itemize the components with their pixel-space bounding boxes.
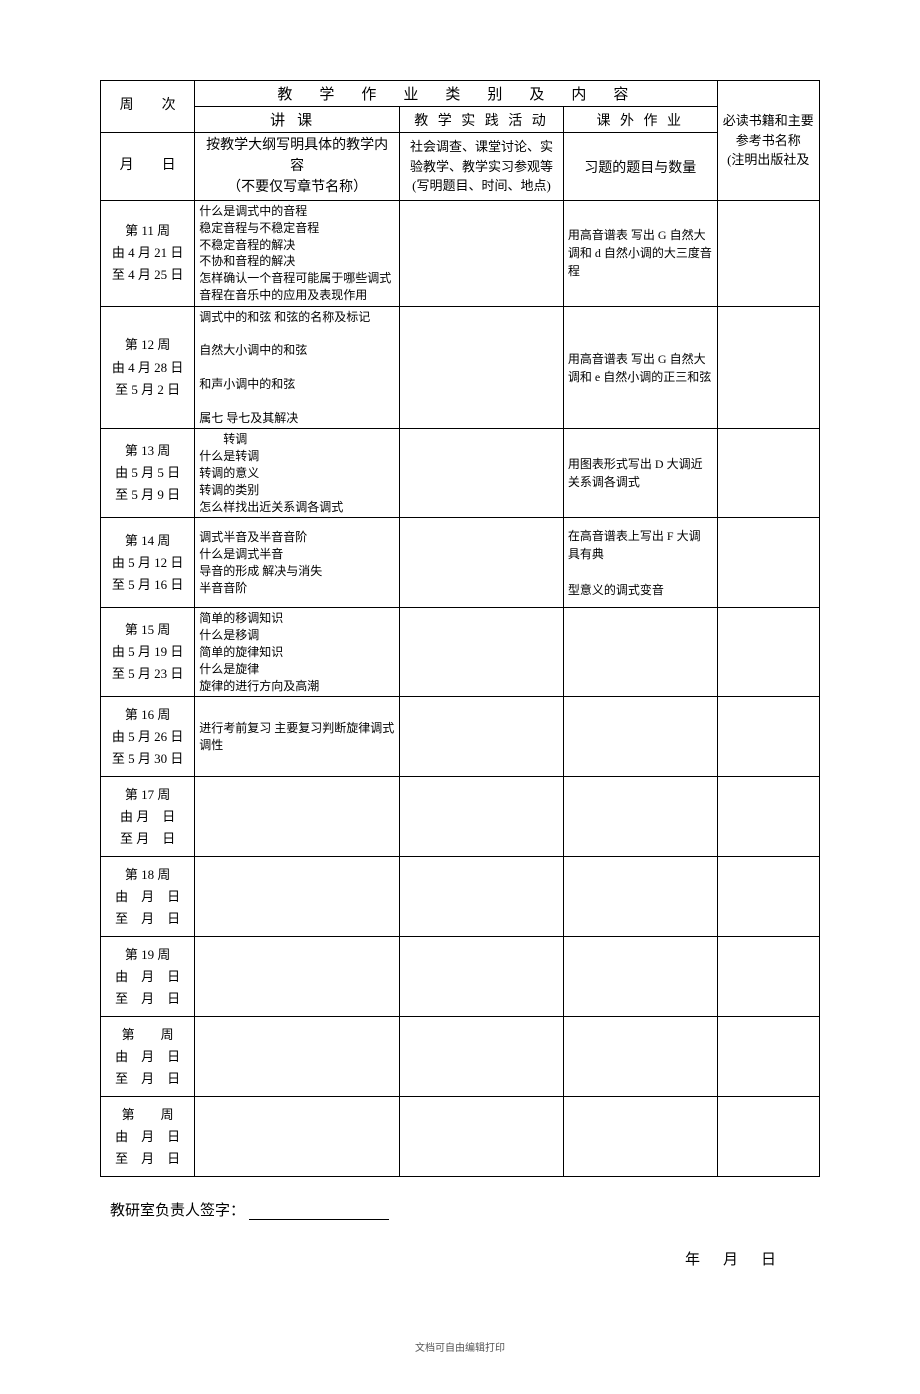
header-homework: 课 外 作 业	[563, 107, 717, 133]
table-row: 第 18 周 由 月 日 至 月 日	[101, 857, 820, 937]
practice-cell	[400, 608, 564, 697]
homework-cell	[563, 1017, 717, 1097]
ref-cell	[717, 937, 819, 1017]
ref-cell	[717, 201, 819, 307]
date-line: 年 月 日	[100, 1248, 780, 1269]
lecture-cell: 转调 什么是转调 转调的意义 转调的类别 怎么样找出近关系调各调式	[195, 429, 400, 518]
week-cell: 第 11 周 由 4 月 21 日 至 4 月 25 日	[101, 201, 195, 307]
table-row: 第 13 周 由 5 月 5 日 至 5 月 9 日 转调 什么是转调 转调的意…	[101, 429, 820, 518]
week-cell: 第 周 由 月 日 至 月 日	[101, 1017, 195, 1097]
table-row: 第 周 由 月 日 至 月 日	[101, 1017, 820, 1097]
table-row: 第 15 周 由 5 月 19 日 至 5 月 23 日 简单的移调知识 什么是…	[101, 608, 820, 697]
practice-cell	[400, 777, 564, 857]
header-hw-sub: 习题的题目与数量	[563, 133, 717, 201]
lecture-cell	[195, 777, 400, 857]
lecture-cell: 简单的移调知识 什么是移调 简单的旋律知识 什么是旋律 旋律的进行方向及高潮	[195, 608, 400, 697]
ref-cell	[717, 1097, 819, 1177]
ref-cell	[717, 777, 819, 857]
ref-cell	[717, 608, 819, 697]
practice-cell	[400, 937, 564, 1017]
table-row: 第 11 周 由 4 月 21 日 至 4 月 25 日 什么是调式中的音程 稳…	[101, 201, 820, 307]
header-practice: 教 学 实 践 活 动	[400, 107, 564, 133]
week-cell: 第 周 由 月 日 至 月 日	[101, 1097, 195, 1177]
table-row: 第 17 周 由 月 日 至 月 日	[101, 777, 820, 857]
header-week: 周 次	[101, 81, 195, 133]
lecture-cell: 调式半音及半音音阶 什么是调式半音 导音的形成 解决与消失 半音音阶	[195, 518, 400, 608]
homework-cell	[563, 857, 717, 937]
ref-cell	[717, 857, 819, 937]
signature-label: 教研室负责人签字：	[110, 1203, 245, 1219]
homework-cell: 用图表形式写出 D 大调近关系调各调式	[563, 429, 717, 518]
homework-cell	[563, 1097, 717, 1177]
practice-cell	[400, 518, 564, 608]
lecture-cell: 什么是调式中的音程 稳定音程与不稳定音程 不稳定音程的解决 不协和音程的解决 怎…	[195, 201, 400, 307]
header-practice-sub: 社会调查、课堂讨论、实验教学、教学实习参观等 (写明题目、时间、地点)	[400, 133, 564, 201]
table-row: 第 12 周 由 4 月 28 日 至 5 月 2 日 调式中的和弦 和弦的名称…	[101, 306, 820, 429]
practice-cell	[400, 201, 564, 307]
lecture-cell	[195, 1017, 400, 1097]
week-cell: 第 17 周 由 月 日 至 月 日	[101, 777, 195, 857]
table-row: 第 16 周 由 5 月 26 日 至 5 月 30 日 进行考前复习 主要复习…	[101, 697, 820, 777]
practice-cell	[400, 697, 564, 777]
lecture-cell: 进行考前复习 主要复习判断旋律调式调性	[195, 697, 400, 777]
ref-cell	[717, 518, 819, 608]
lecture-cell	[195, 857, 400, 937]
table-row: 第 14 周 由 5 月 12 日 至 5 月 16 日 调式半音及半音音阶 什…	[101, 518, 820, 608]
signature-line: 教研室负责人签字：	[110, 1199, 820, 1220]
homework-cell	[563, 697, 717, 777]
practice-cell	[400, 1097, 564, 1177]
header-lecture: 讲课	[195, 107, 400, 133]
homework-cell: 用高音谱表 写出 G 自然大调和 e 自然小调的正三和弦	[563, 306, 717, 429]
ref-cell	[717, 697, 819, 777]
lecture-cell: 调式中的和弦 和弦的名称及标记 自然大小调中的和弦 和声小调中的和弦 属七 导七…	[195, 306, 400, 429]
table-row: 第 周 由 月 日 至 月 日	[101, 1097, 820, 1177]
header-lecture-sub: 按教学大纲写明具体的教学内容 （不要仅写章节名称）	[195, 133, 400, 201]
footer-text: 文档可自由编辑打印	[100, 1339, 820, 1354]
week-cell: 第 13 周 由 5 月 5 日 至 5 月 9 日	[101, 429, 195, 518]
homework-cell: 用高音谱表 写出 G 自然大调和 d 自然小调的大三度音程	[563, 201, 717, 307]
practice-cell	[400, 1017, 564, 1097]
week-cell: 第 16 周 由 5 月 26 日 至 5 月 30 日	[101, 697, 195, 777]
header-month-day: 月 日	[101, 133, 195, 201]
week-cell: 第 14 周 由 5 月 12 日 至 5 月 16 日	[101, 518, 195, 608]
ref-cell	[717, 1017, 819, 1097]
week-cell: 第 19 周 由 月 日 至 月 日	[101, 937, 195, 1017]
ref-cell	[717, 429, 819, 518]
header-ref: 必读书籍和主要 参考书名称 (注明出版社及	[717, 81, 819, 201]
week-cell: 第 15 周 由 5 月 19 日 至 5 月 23 日	[101, 608, 195, 697]
homework-cell: 在高音谱表上写出 F 大调具有典 型意义的调式变音	[563, 518, 717, 608]
practice-cell	[400, 857, 564, 937]
signature-blank	[249, 1219, 389, 1220]
homework-cell	[563, 777, 717, 857]
practice-cell	[400, 429, 564, 518]
week-cell: 第 18 周 由 月 日 至 月 日	[101, 857, 195, 937]
label-week: 周 次	[105, 95, 190, 117]
lecture-cell	[195, 937, 400, 1017]
table-row: 第 19 周 由 月 日 至 月 日	[101, 937, 820, 1017]
ref-cell	[717, 306, 819, 429]
lecture-cell	[195, 1097, 400, 1177]
homework-cell	[563, 937, 717, 1017]
schedule-table: 周 次 教 学 作 业 类 别 及 内 容 必读书籍和主要 参考书名称 (注明出…	[100, 80, 820, 1177]
week-cell: 第 12 周 由 4 月 28 日 至 5 月 2 日	[101, 306, 195, 429]
homework-cell	[563, 608, 717, 697]
practice-cell	[400, 306, 564, 429]
header-title: 教 学 作 业 类 别 及 内 容	[195, 81, 717, 107]
